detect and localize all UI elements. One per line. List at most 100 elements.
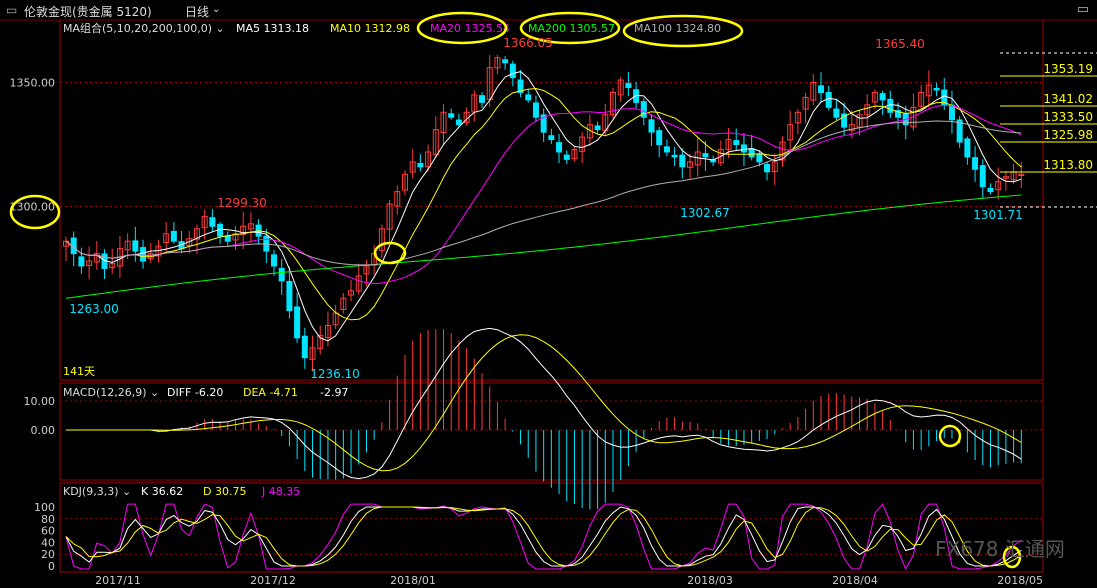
- candle-body: [756, 154, 763, 163]
- macd-label[interactable]: MACD(12,26,9) ⌄: [63, 386, 159, 399]
- candle-body: [918, 91, 925, 107]
- candle-body: [871, 91, 878, 103]
- candle-body: [779, 141, 786, 161]
- candle-body: [948, 104, 955, 121]
- second-peak-label: 1365.40: [875, 37, 925, 51]
- window-icon[interactable]: ▭: [6, 3, 18, 17]
- candle-body: [278, 267, 285, 282]
- instrument-title: 伦敦金现(贵金属 5120): [24, 5, 152, 19]
- level-label: 1325.98: [1043, 128, 1093, 142]
- candle-body: [810, 82, 817, 101]
- candle-body: [933, 87, 940, 91]
- candle-body: [717, 148, 724, 164]
- window-close-button[interactable]: ▭: [1076, 2, 1089, 17]
- price-tick-label: 1350.00: [10, 77, 56, 90]
- candle-body: [455, 119, 462, 126]
- candle-body: [286, 280, 293, 312]
- candle-body: [794, 111, 801, 124]
- candle-body: [78, 256, 85, 267]
- candle-body: [764, 164, 771, 173]
- kdj-j-value: J 48.35: [261, 485, 300, 498]
- candle-body: [532, 102, 539, 118]
- candle-body: [294, 306, 301, 339]
- ma200-line: [65, 194, 1022, 299]
- candle-body: [617, 79, 624, 96]
- candle-body: [86, 260, 93, 267]
- ma10-legend: MA10 1312.98: [330, 22, 410, 35]
- candle-body: [995, 181, 1002, 191]
- candle-body: [556, 142, 563, 153]
- candle-body: [109, 262, 116, 269]
- candle-body: [494, 57, 501, 69]
- candle-body: [363, 265, 370, 275]
- candle-body: [856, 114, 863, 128]
- period-dropdown-icon[interactable]: ⌄: [212, 4, 221, 15]
- candle-body: [432, 129, 439, 156]
- candle-body: [324, 324, 331, 339]
- lowest-price-label: 1236.10: [310, 367, 360, 381]
- days-count-label: 141天: [63, 365, 95, 378]
- kdj-j-line: [65, 503, 1022, 571]
- candle-body: [648, 119, 655, 133]
- candle-body: [540, 114, 547, 133]
- candle-body: [394, 191, 401, 207]
- candle-body: [224, 235, 231, 242]
- candle-body: [625, 83, 632, 88]
- candle-body: [440, 111, 447, 134]
- x-axis-tick-label: 2018/01: [390, 574, 436, 587]
- kdj-label[interactable]: KDJ(9,3,3) ⌄: [63, 485, 131, 498]
- candle-body: [740, 144, 747, 153]
- ma-combo-selector[interactable]: MA组合(5,10,20,200,100,0) ⌄: [63, 21, 225, 35]
- high-price-label: 1299.30: [217, 196, 267, 210]
- candle-body: [378, 228, 385, 251]
- kdj-d-value: D 30.75: [203, 485, 246, 498]
- kdj-tick-label: 60: [41, 525, 55, 538]
- candle-body: [132, 240, 139, 252]
- candle-body: [355, 275, 362, 292]
- candle-body: [247, 223, 254, 230]
- peak-price-label: 1366.05: [503, 36, 553, 50]
- candle-body: [124, 240, 131, 251]
- mid-low-label: 1302.67: [680, 206, 730, 220]
- x-axis-tick-label: 2018/03: [687, 574, 733, 587]
- ma10-line: [65, 87, 1022, 321]
- kdj-k-line: [65, 506, 1022, 567]
- candle-body: [170, 230, 177, 242]
- candle-body: [193, 228, 200, 240]
- candle-body: [579, 136, 586, 152]
- x-axis-tick-label: 2018/05: [997, 574, 1043, 587]
- candle-body: [702, 153, 709, 158]
- candle-body: [163, 233, 170, 243]
- kdj-tick-label: 40: [41, 536, 55, 549]
- candle-body: [502, 59, 509, 64]
- candle-body: [1018, 173, 1025, 176]
- kdj-cross-highlight: [1002, 545, 1022, 569]
- candle-body: [964, 138, 971, 158]
- candle-body: [656, 130, 663, 146]
- x-axis-tick-label: 2018/04: [832, 574, 878, 587]
- candle-body: [563, 154, 570, 160]
- low-price-label: 1263.00: [69, 302, 119, 316]
- candle-body: [525, 94, 532, 101]
- candle-body: [972, 157, 979, 170]
- candle-body: [633, 89, 640, 103]
- level-label: 1353.19: [1043, 62, 1093, 76]
- kdj-d-line: [65, 506, 1022, 567]
- price-panel-frame: [59, 19, 1044, 381]
- candle-body: [209, 217, 216, 227]
- candle-body: [571, 148, 578, 160]
- candle-body: [817, 85, 824, 93]
- candle-body: [594, 125, 601, 131]
- period-selector[interactable]: 日线: [185, 5, 210, 19]
- candle-body: [401, 173, 408, 191]
- candle-body: [848, 124, 855, 131]
- candle-body: [725, 139, 732, 151]
- candle-body: [317, 334, 324, 349]
- candle-body: [733, 140, 740, 146]
- candle-body: [309, 347, 316, 360]
- candle-body: [864, 104, 871, 116]
- ma5-line: [65, 71, 1022, 342]
- candle-body: [879, 93, 886, 101]
- candle-body: [640, 101, 647, 118]
